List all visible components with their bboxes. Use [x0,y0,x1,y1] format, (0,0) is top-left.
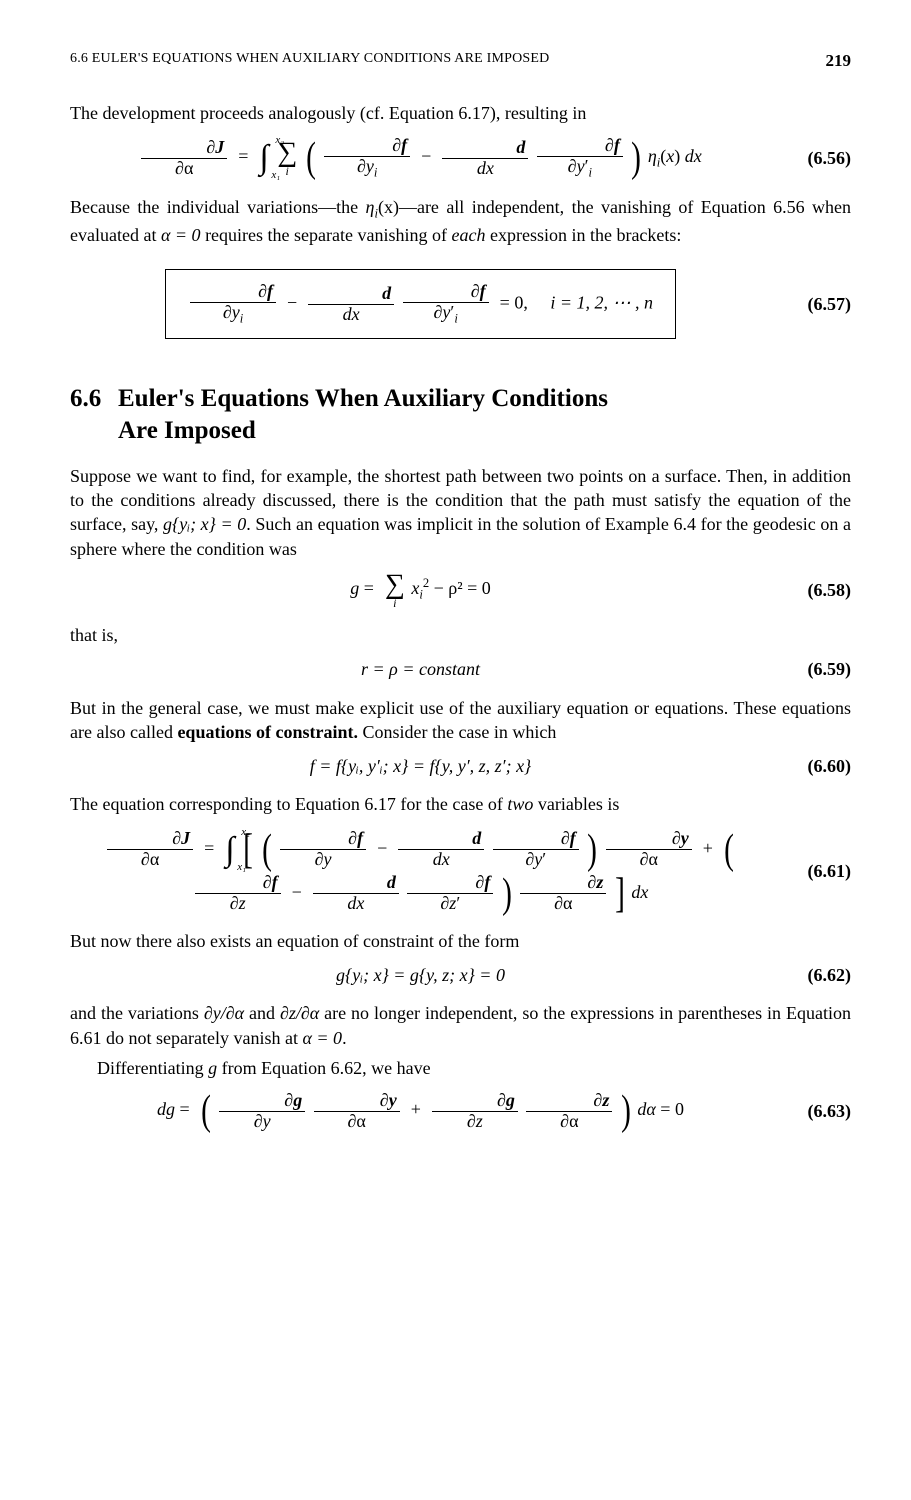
math-inline: g{yᵢ; x} = 0 [163,514,246,534]
equation-6-57: ∂f∂yi − ddx ∂f∂y′i = 0, i = 1, 2, ⋯ , n … [70,269,851,339]
math-inline: ∂y/∂α [204,1003,244,1023]
text: Consider the case in which [358,722,556,742]
section-title-line1: Euler's Equations When Auxiliary Conditi… [118,385,608,412]
section-number: 6.6 [70,383,118,414]
paragraph: But now there also exists an equation of… [70,929,851,953]
paragraph: and the variations ∂y/∂α and ∂z/∂α are n… [70,1001,851,1050]
equation-number: (6.59) [771,657,851,681]
text: Differentiating [97,1058,208,1078]
equation-6-58: g = ∑i xi2 − ρ² = 0 (6.58) [70,571,851,609]
term: equations of constraint. [177,722,358,742]
equation-text: g{yᵢ; x} = g{y, z; x} = 0 [336,965,505,985]
math-inline: ∂z/∂α [280,1003,319,1023]
paragraph: The development proceeds analogously (cf… [70,101,851,125]
page-number: 219 [826,50,852,73]
equation-rhs: − ρ² = 0 [434,578,491,598]
equation-number: (6.61) [771,859,851,883]
text: expression in the brackets: [485,225,681,245]
equation-text: r = ρ = constant [361,659,480,679]
math-inline: g [208,1058,217,1078]
equation-range: i = 1, 2, ⋯ , n [550,292,653,312]
equation-number: (6.63) [771,1099,851,1123]
paragraph: Because the individual variations—the ηi… [70,195,851,247]
equation-number: (6.58) [771,578,851,602]
equation-number: (6.57) [771,292,851,316]
math-inline: (x) [378,197,399,217]
paragraph: But in the general case, we must make ex… [70,696,851,745]
math-inline: α = 0 [161,225,201,245]
equation-number: (6.56) [771,146,851,170]
paragraph: that is, [70,623,851,647]
equation-number: (6.62) [771,963,851,987]
page-header: 6.6 EULER'S EQUATIONS WHEN AUXILIARY CON… [70,50,851,73]
text: and the variations [70,1003,204,1023]
equation-number: (6.60) [771,754,851,778]
equation-6-56: ∂J∂α = ∫x₂x₁ ∑i ( ∂f∂yi − ddx ∂f∂y′i ) η… [70,135,851,181]
text: Because the individual variations—the [70,197,366,217]
paragraph: Differentiating g from Equation 6.62, we… [70,1056,851,1080]
emphasis: each [451,225,485,245]
text: The equation corresponding to Equation 6… [70,794,507,814]
equation-6-63: dg = ( ∂g∂y ∂y∂α + ∂g∂z ∂z∂α ) dα = 0 (6… [70,1090,851,1132]
text: variables is [533,794,619,814]
equation-6-60: f = f{yᵢ, y′ᵢ; x} = f{y, y′, z, z′; x} (… [70,754,851,778]
paragraph: Suppose we want to find, for example, th… [70,464,851,561]
math-inline: α = 0 [302,1028,342,1048]
paragraph: The equation corresponding to Equation 6… [70,792,851,816]
equation-6-62: g{yᵢ; x} = g{y, z; x} = 0 (6.62) [70,963,851,987]
text: . [342,1028,347,1048]
section-heading: 6.6Euler's Equations When Auxiliary Cond… [70,383,851,446]
running-head: 6.6 EULER'S EQUATIONS WHEN AUXILIARY CON… [70,50,549,73]
emphasis: two [507,794,533,814]
equation-text: f = f{yᵢ, y′ᵢ; x} = f{y, y′, z, z′; x} [310,756,532,776]
text: from Equation 6.62, we have [217,1058,430,1078]
section-title-line2: Are Imposed [118,417,256,444]
text: and [244,1003,280,1023]
equation-6-59: r = ρ = constant (6.59) [70,657,851,681]
text: requires the separate vanishing of [201,225,452,245]
equation-6-61: ∂J∂α = ∫x₂x₁ [ ( ∂f∂y − ddx ∂f∂y′ ) ∂y∂α… [70,827,851,915]
